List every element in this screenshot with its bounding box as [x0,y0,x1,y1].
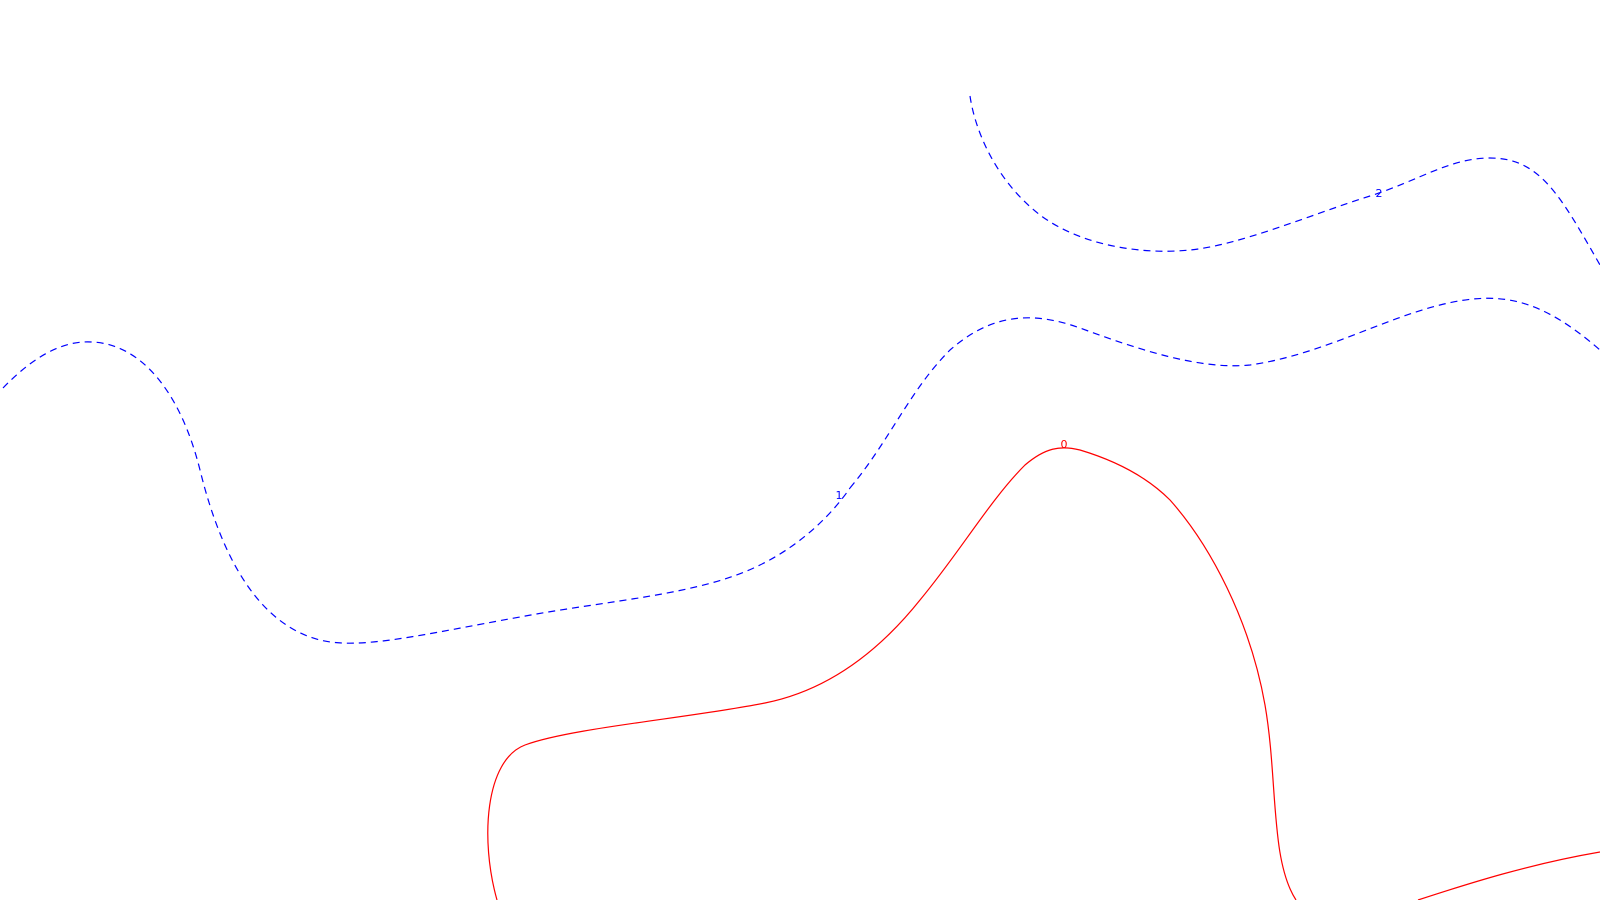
contour-2-label: 2 [1376,187,1383,200]
contour-1-line-left [2,341,851,644]
contour-0-label: 0 [1061,438,1068,451]
contour-0-group: 0 [487,438,1600,900]
contour-0-line-corner [1417,851,1600,900]
contour-2-line [969,95,1600,266]
contour-1-line-right [849,297,1600,489]
contour-2-group: 2 [969,95,1600,266]
contour-0-line-main [487,447,1297,900]
contour-1-group: 1 [2,297,1600,644]
contour-1-label: 1 [836,489,843,502]
